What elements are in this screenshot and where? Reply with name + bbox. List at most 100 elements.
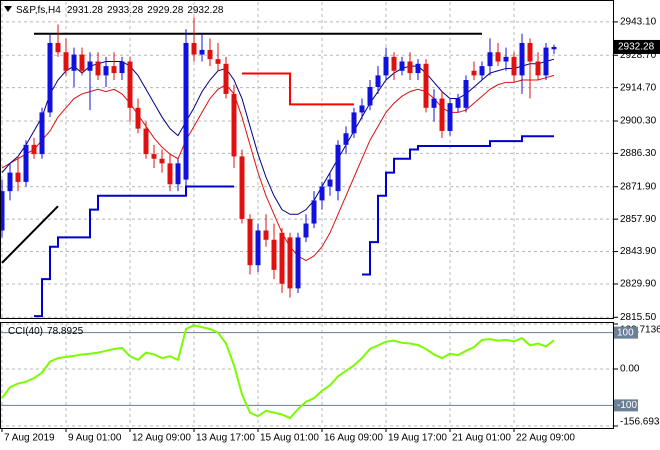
candle-body [495,52,501,62]
y-tick-label: 2943.10 [620,17,657,28]
x-tick-label: 13 Aug 17:00 [196,433,255,444]
candle-body [399,61,405,71]
candle-body [47,42,53,113]
y-tick-label: 123.7136 [620,325,660,336]
price-pane-frame [0,0,614,319]
candle-body [215,59,221,64]
candle-body [439,98,445,131]
header-close: 2932.28 [187,5,224,16]
y-tick-label: 2829.90 [620,279,657,290]
y-tick-label: 2843.90 [620,246,657,257]
x-tick-label: 22 Aug 09:00 [516,433,575,444]
candle-body [135,107,141,129]
candle-body [247,218,253,266]
candle-body [95,61,101,76]
y-tick-label: 2871.90 [620,181,657,192]
candle-body [295,237,301,289]
candle-body [23,144,29,182]
y-tick-label: 2900.30 [620,116,657,127]
candle-body [455,98,461,108]
header: S&P,fs,H4 2931.28 2933.28 2929.28 2932.28 [16,5,224,16]
cci-line [1,324,555,420]
header-low: 2929.28 [147,5,184,16]
candle-body [191,42,197,55]
candle-body [407,61,413,74]
candle-body [543,47,549,76]
cci-title: CCI(40) [8,326,43,337]
candle-body [447,103,453,131]
candle-body [159,158,165,164]
candle-body [375,75,381,87]
candle-body [319,186,325,201]
candle-body [383,56,389,76]
candle-body [7,172,13,192]
header-open: 2931.28 [67,5,104,16]
x-tick-label: 16 Aug 09:00 [324,433,383,444]
plot-layer: 2943.10 2928.70 2914.70 2900.30 2886.30 2871.… [0,2,657,444]
candle-body [231,93,237,157]
candle-body [151,154,157,159]
candle-body [287,237,293,289]
candle-body [359,105,365,113]
candle-body [391,56,397,71]
candle-body [423,63,429,108]
candle-body [487,52,493,67]
y-tick-label: 2914.70 [620,82,657,93]
candle-body [279,232,285,284]
candle-body [127,61,133,108]
candle-body [111,66,117,74]
candle-body [551,46,557,50]
candle-body [511,56,517,76]
candle-body [463,80,469,108]
candle-body [31,144,37,155]
level-tick-box [614,326,638,339]
candle-body [263,230,269,240]
y-tick-label: 0.00 [620,364,640,375]
x-tick-label: 12 Aug 09:00 [132,433,191,444]
candle-body [207,49,213,60]
step-line [34,135,554,318]
candle-body [79,54,85,71]
candle-body [431,98,437,108]
candle-body [103,66,109,76]
y-tick-label: -156.6932 [620,417,660,428]
candle-body [271,239,277,270]
symbol-title: S&P,fs,H4 [16,5,61,16]
current-price-box [614,39,660,54]
candle-body [167,163,173,185]
candle-body [143,128,149,155]
header-icon [4,6,12,12]
candle-body [471,70,477,76]
step-line [242,72,354,106]
candle-body [415,63,421,74]
candle-body [87,61,93,71]
candle-body [39,112,45,155]
candle-body [327,179,333,187]
candle-body [239,156,245,219]
trend-line [1,205,59,264]
candle-body [255,230,261,266]
candle-body [335,144,341,192]
candle-body [503,56,509,62]
moving-average [1,58,555,215]
header-high: 2933.28 [107,5,144,16]
candle-body [351,112,357,134]
y-tick-label: 2857.90 [620,214,657,225]
candle-body [303,223,309,238]
x-tick-label: 21 Aug 01:00 [452,433,511,444]
candle-body [343,133,349,145]
y-tick-label: -100 [617,400,637,411]
candle-body [519,42,525,76]
cci-pane-frame [0,322,614,429]
level-tick-box [614,399,638,412]
candle-body [175,163,181,185]
candle-body [0,191,5,231]
candle-body [223,63,229,94]
y-tick-label: 2886.30 [620,148,657,159]
candle-body [183,42,189,180]
x-tick-label: 9 Aug 01:00 [68,433,122,444]
candle-body [535,61,541,76]
candle-body [311,200,317,224]
